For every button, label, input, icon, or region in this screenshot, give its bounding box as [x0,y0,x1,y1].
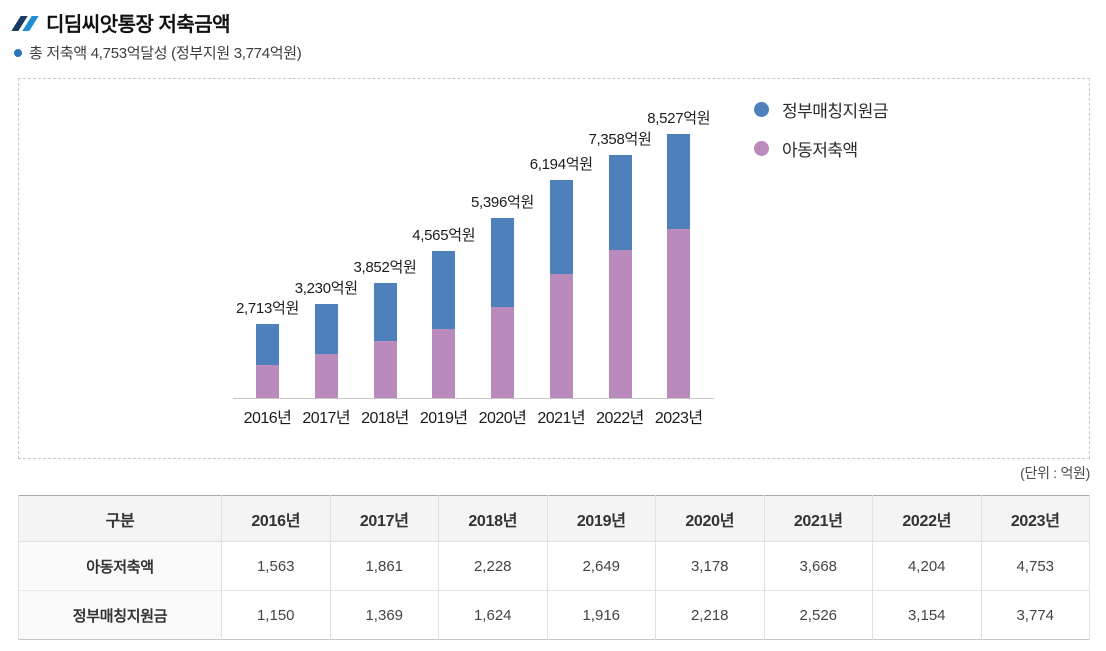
table-cell: 1,916 [546,590,656,640]
table-cell: 2,526 [763,590,873,640]
legend-label: 아동저축액 [782,141,858,160]
table-cell: 3,774 [980,590,1090,640]
bar-value-label: 3,230억원 [294,280,358,297]
table-header-cell: 2021년 [763,495,873,542]
bar-segment-child [667,229,691,398]
table-cell: 2,218 [655,590,765,640]
table-row-header: 아동저축액 [18,541,222,591]
bar-segment-gov [608,155,632,250]
bar-value-label: 6,194억원 [529,156,593,173]
bar-segment-child [432,329,456,398]
bar-value-label: 3,852억원 [353,259,417,276]
table-cell: 1,861 [329,541,439,591]
bar-group-2019 [432,251,456,398]
bar-value-label: 8,527억원 [647,110,711,127]
table-cell: 2,228 [438,541,548,591]
bar-segment-child [549,274,573,398]
x-axis-label: 2017년 [302,410,351,427]
bar-group-2017 [314,304,338,398]
bar-segment-child [608,250,632,398]
table-cell: 1,563 [221,541,331,591]
bar-segment-gov [491,218,514,307]
table-header-cell: 2018년 [438,495,548,542]
x-axis-label: 2023년 [654,410,703,427]
table-header-cell: 2017년 [329,495,439,542]
bar-segment-child [256,365,279,398]
chart-legend: 정부매칭지원금 아동저축액 [754,97,888,175]
bar-segment-gov [549,180,573,274]
page-header: 디딤씨앗통장 저축금액 [11,8,231,37]
table-header-cell: 2020년 [655,495,765,542]
summary-line: 총 저축액 4,753억달성 (정부지원 3,774억원) [14,42,302,63]
bar-segment-gov [667,134,691,229]
table-row: 정부매칭지원금 1,150 1,369 1,624 1,916 2,218 2,526 3,1… [18,590,1090,640]
bar-value-label: 7,358억원 [588,131,652,148]
x-axis-label: 2022년 [596,410,644,427]
table-cell: 3,154 [872,590,982,640]
bar-value-label: 4,565억원 [412,227,476,244]
x-axis-label: 2020년 [478,410,527,427]
x-axis-line [233,398,714,399]
table-cell: 1,624 [438,590,548,640]
bar-group-2020 [491,218,514,398]
table-cell: 1,150 [221,590,331,640]
legend-label: 정부매칭지원금 [782,102,888,121]
bullet-icon [14,48,22,57]
legend-item-child: 아동저축액 [754,136,888,161]
unit-note: (단위 : 억원) [1020,465,1090,481]
x-axis-label: 2018년 [361,410,409,427]
bar-value-label: 5,396억원 [470,194,535,211]
chart-panel: 2,713억원 2016년 3,230억원 2017년 3,852억원 2018년 4,56… [18,78,1090,459]
x-axis-label: 2016년 [243,410,292,427]
bar-group-2022 [608,155,632,398]
table-cell: 4,753 [980,541,1090,591]
table-header-cell: 2019년 [546,495,656,542]
table-cell: 3,178 [655,541,765,591]
data-table: 구분 2016년 2017년 2018년 2019년 2020년 2021년 2022년 202… [18,495,1090,640]
bar-segment-gov [256,324,279,365]
table-header-cell: 2022년 [872,495,982,542]
table-header-cell: 2016년 [221,495,331,542]
legend-dot-purple-icon [754,141,769,156]
bar-segment-gov [314,304,338,354]
table-header-cell: 2023년 [980,495,1090,542]
bar-group-2023 [667,134,691,398]
page-title: 디딤씨앗통장 저축금액 [46,14,231,36]
bar-group-2016 [256,324,279,398]
summary-text: 총 저축액 4,753억달성 (정부지원 3,774억원) [29,45,302,62]
table-row-header: 정부매칭지원금 [18,590,222,640]
legend-item-gov: 정부매칭지원금 [754,97,888,122]
table-header-gubun: 구분 [18,495,222,542]
table-cell: 2,649 [546,541,656,591]
bar-segment-gov [373,283,397,341]
x-axis-label: 2019년 [419,410,468,427]
bar-segment-gov [432,251,456,329]
bar-group-2018 [373,283,397,398]
bar-segment-child [314,354,338,398]
table-cell: 3,668 [763,541,873,591]
table-cell: 4,204 [872,541,982,591]
bar-segment-child [373,341,397,398]
double-slash-icon [11,16,39,31]
bar-group-2021 [549,180,573,398]
bar-segment-child [491,307,514,398]
legend-dot-blue-icon [754,102,769,117]
x-axis-label: 2021년 [537,410,586,427]
table-row: 아동저축액 1,563 1,861 2,228 2,649 3,178 3,668 4,204… [18,541,1090,591]
table-cell: 1,369 [329,590,439,640]
bar-value-label: 2,713억원 [235,300,300,317]
